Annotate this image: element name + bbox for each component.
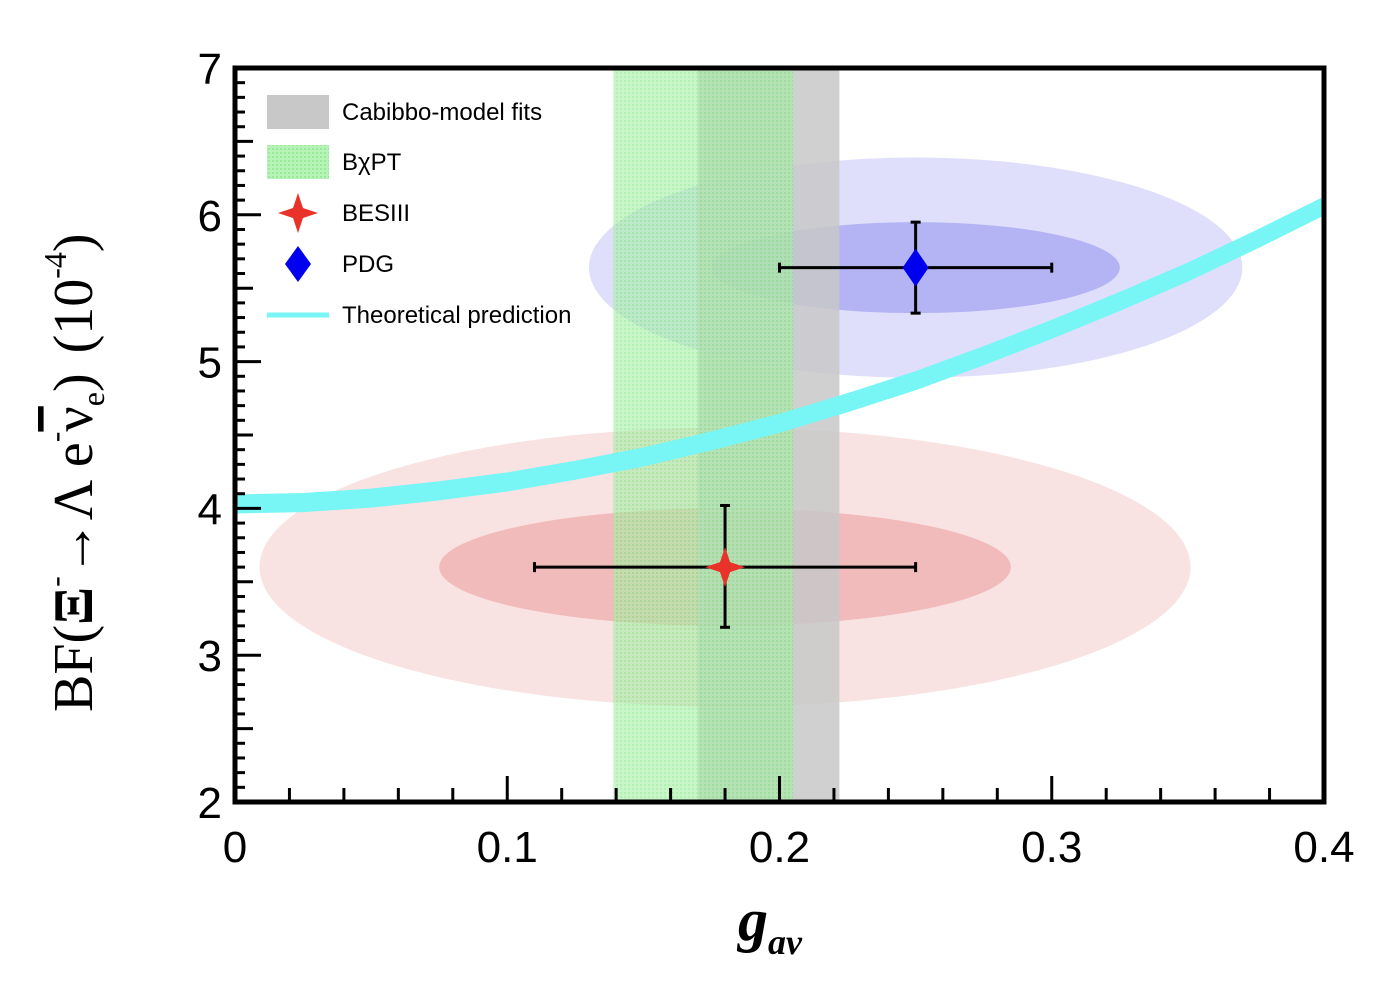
legend-label: Theoretical prediction — [342, 302, 571, 329]
legend-label: BχPT — [342, 149, 402, 176]
legend-label: PDG — [342, 251, 394, 278]
besiii-point — [532, 503, 918, 629]
x-tick-label: 0 — [223, 823, 247, 872]
legend-item-besiii: BESIII — [278, 193, 410, 233]
x-tick-label: 0.1 — [477, 823, 538, 872]
x-tick-label: 0.2 — [749, 823, 810, 872]
legend-label: Cabibbo-model fits — [342, 99, 542, 126]
x-tick-label: 0.4 — [1293, 823, 1354, 872]
legend-item-pdg: PDG — [285, 246, 394, 282]
legend-item-b-pt: BχPT — [267, 145, 402, 179]
legend-swatch — [267, 145, 329, 179]
y-tick-label: 3 — [198, 632, 222, 681]
legend-item-cabibbo-model-fits: Cabibbo-model fits — [267, 95, 542, 129]
x-axis-title: gav — [736, 887, 803, 962]
legend-swatch — [267, 95, 329, 129]
y-tick-label: 4 — [198, 485, 222, 534]
legend-item-theoretical-prediction: Theoretical prediction — [267, 302, 571, 329]
legend-swatch — [278, 193, 318, 233]
legend-label: BESIII — [342, 200, 410, 227]
y-tick-label: 6 — [198, 192, 222, 241]
x-tick-label: 0.3 — [1021, 823, 1082, 872]
besiii-marker — [705, 547, 746, 588]
pdg-marker — [902, 248, 929, 287]
svg-text:BF(Ξ-→Λ e-νe)(10-4): BF(Ξ-→Λ e-νe)(10-4) — [37, 233, 111, 712]
y-tick-label: 7 — [198, 45, 222, 94]
pdg-point — [778, 220, 1054, 315]
y-axis-title: BF(Ξ-→Λ e-νe)(10-4) — [37, 233, 111, 712]
y-tick-label: 5 — [198, 339, 222, 388]
y-tick-label: 2 — [198, 779, 222, 828]
x-axis-title-sub: av — [768, 922, 803, 962]
legend-swatch — [285, 246, 311, 282]
